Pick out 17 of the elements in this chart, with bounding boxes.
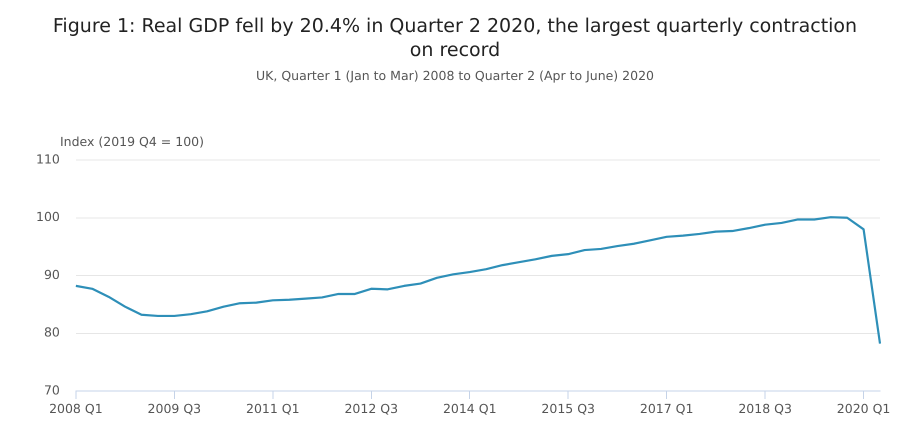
x-tick-label: 2009 Q3 <box>148 400 202 416</box>
x-tick-label: 2017 Q1 <box>640 400 694 416</box>
y-axis-title: Index (2019 Q4 = 100) <box>60 134 204 149</box>
y-tick-label: 70 <box>44 382 60 398</box>
x-tick-label: 2015 Q3 <box>541 400 595 416</box>
x-tick-label: 2014 Q1 <box>442 400 497 416</box>
x-tick-label: 2020 Q1 <box>836 400 890 416</box>
x-tick-label: 2012 Q3 <box>344 400 398 416</box>
y-tick-label: 80 <box>44 324 60 340</box>
x-tick-label: 2011 Q1 <box>246 400 300 416</box>
y-tick-label: 90 <box>44 266 60 282</box>
chart-title: Figure 1: Real GDP fell by 20.4% in Quarter 2 2020, the largest quarterly contraction on record <box>52 14 858 62</box>
chart-subtitle: UK, Quarter 1 (Jan to Mar) 2008 to Quarter 2 (Apr to June) 2020 <box>255 68 655 83</box>
x-tick-label: 2018 Q3 <box>738 400 792 416</box>
x-tick-label: 2008 Q1 <box>49 400 103 416</box>
y-tick-label: 110 <box>36 151 60 166</box>
y-tick-label: 100 <box>36 209 60 224</box>
